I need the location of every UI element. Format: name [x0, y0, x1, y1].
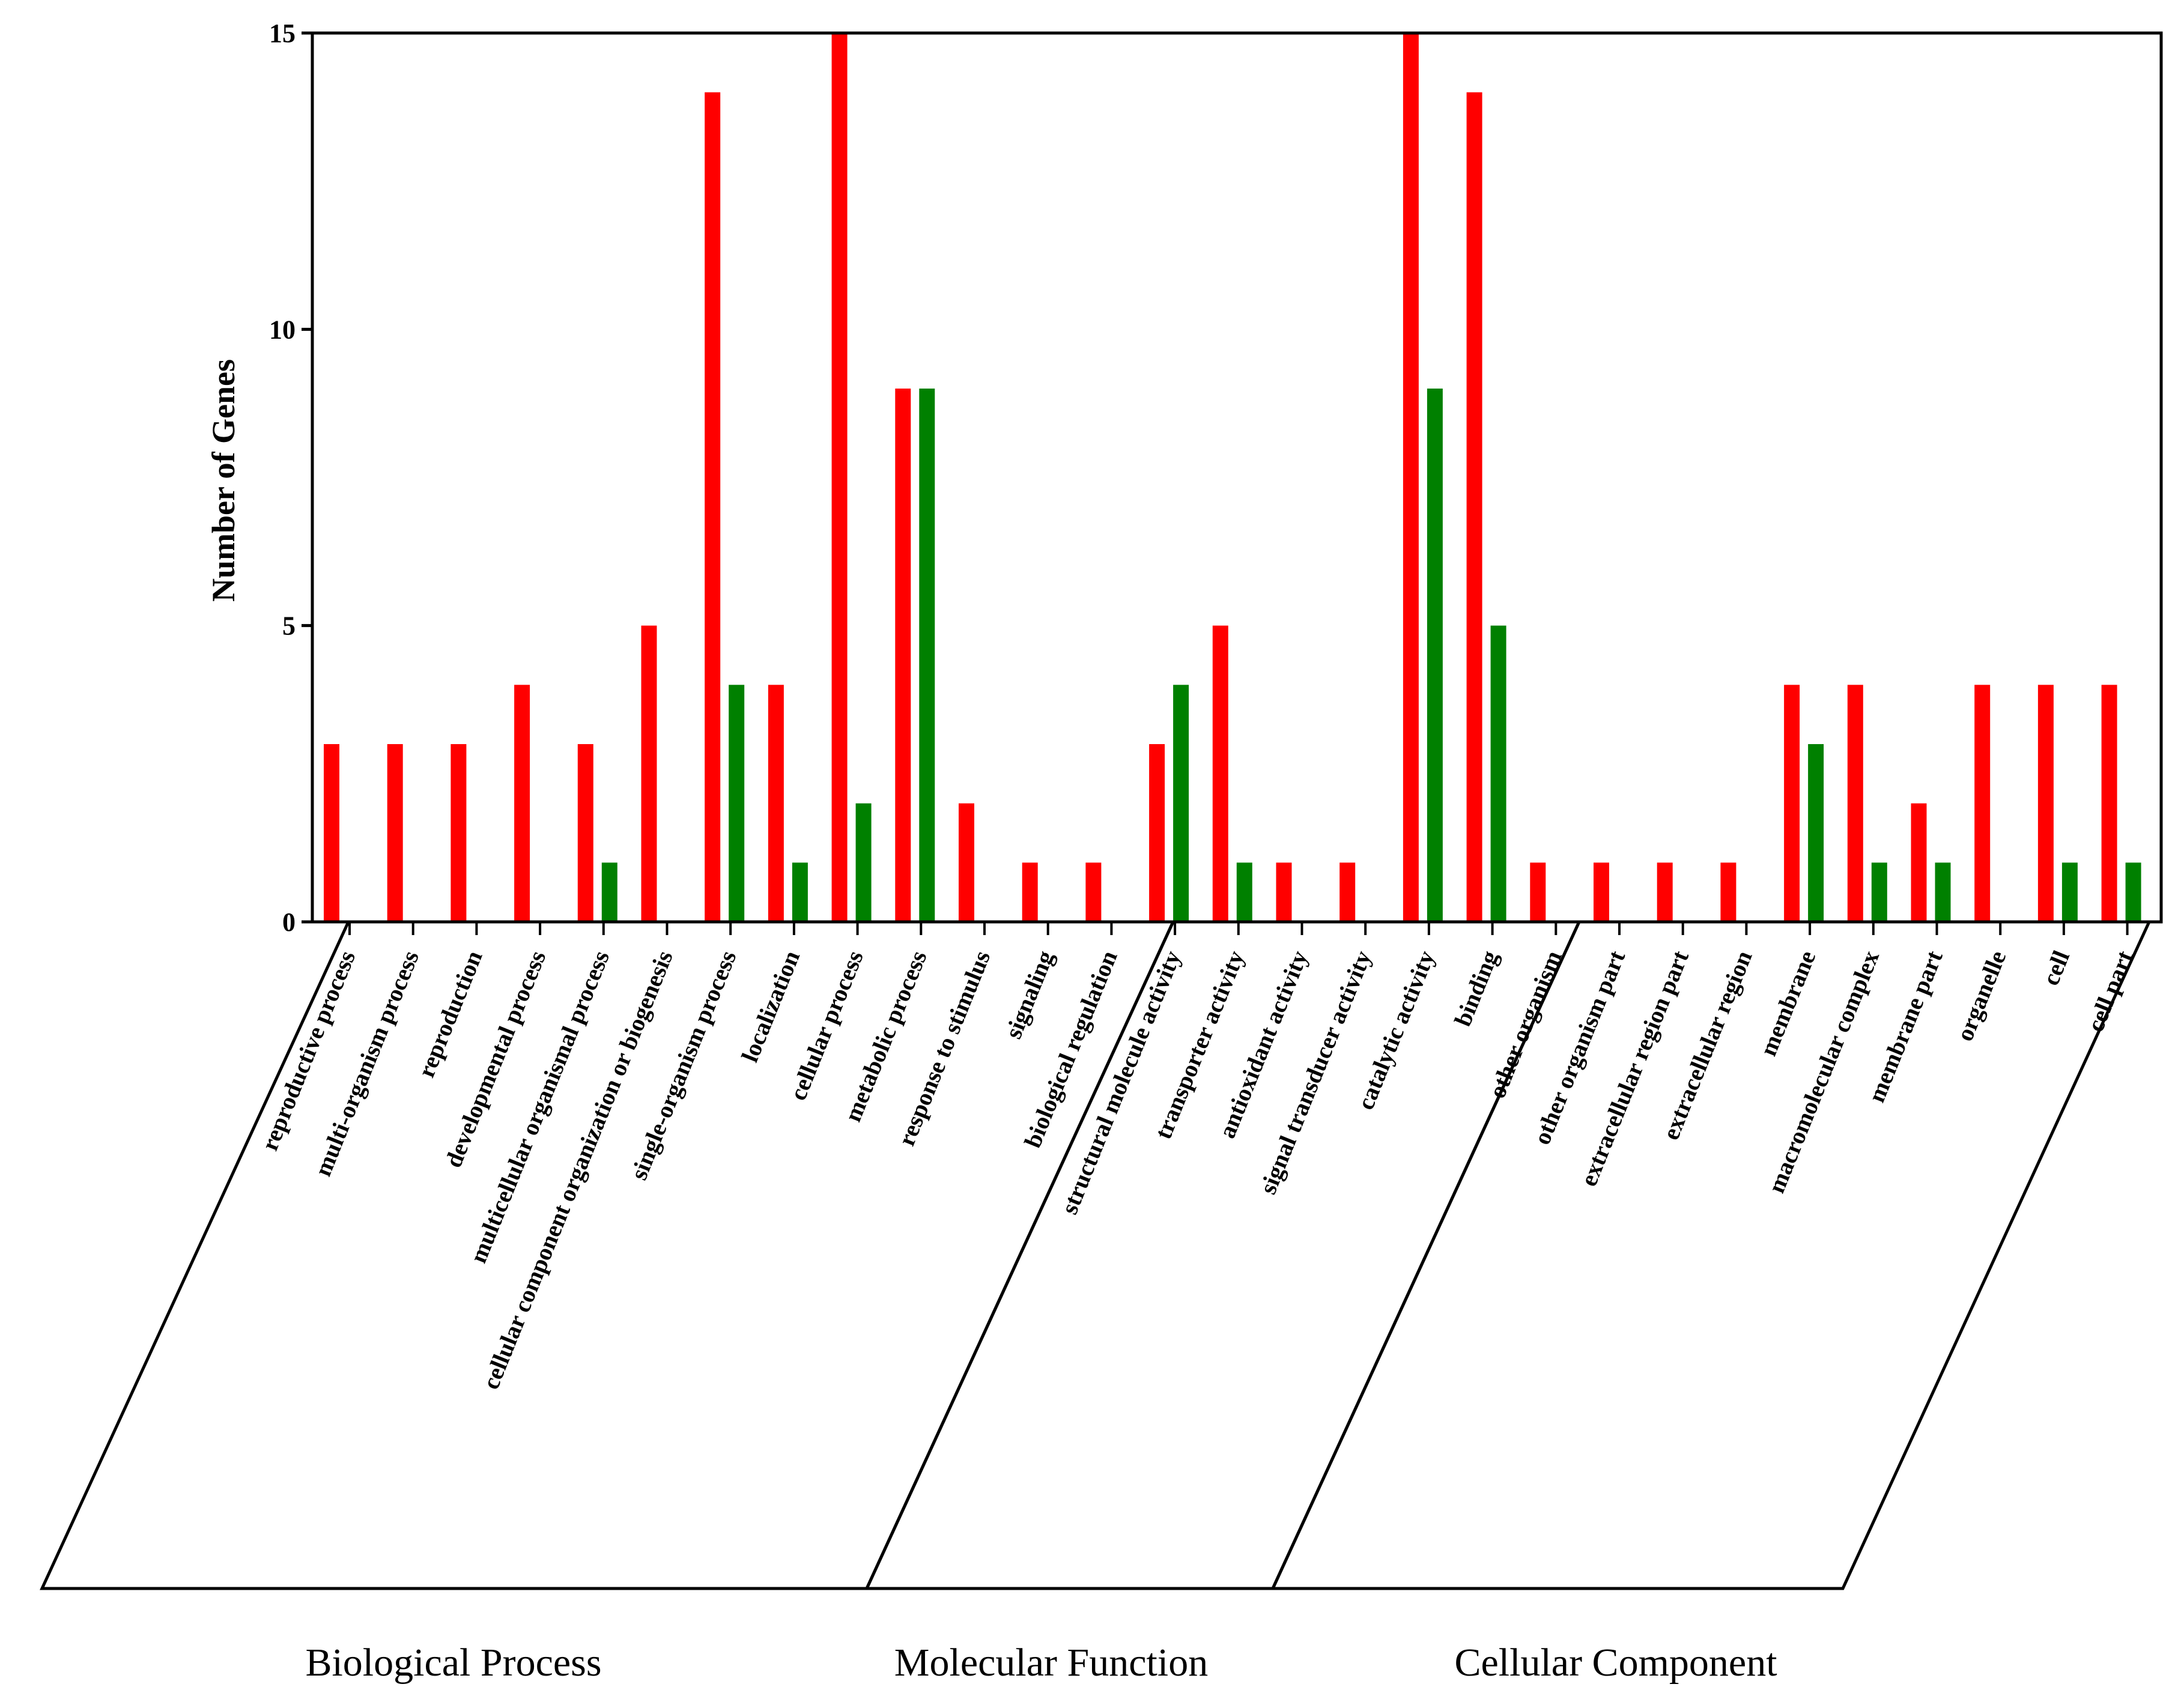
series-red-bar — [387, 744, 403, 922]
group-panel — [1270, 920, 2152, 1590]
series-red-bar — [2101, 685, 2117, 922]
series-red-bar — [641, 625, 657, 922]
series-red-bar — [1403, 33, 1419, 922]
series-red-bar — [1466, 92, 1482, 922]
series-red-bar — [1530, 862, 1546, 922]
series-green-bar — [855, 803, 872, 922]
series-red-bar — [1720, 862, 1737, 922]
series-red-bar — [324, 744, 339, 922]
x-axis — [348, 922, 2129, 935]
series-red-bar — [831, 33, 848, 922]
series-red-bar — [1657, 862, 1673, 922]
series-green-bar — [1808, 744, 1824, 922]
category-label: signaling — [999, 947, 1059, 1043]
series-red-bar — [1339, 862, 1356, 922]
series-green-bar — [1490, 625, 1506, 922]
y-tick-label: 15 — [269, 19, 296, 48]
series-green-bar — [1236, 862, 1252, 922]
category-label: cell part — [2081, 946, 2138, 1035]
group-label: Molecular Function — [894, 1641, 1208, 1685]
series-red-bar — [768, 685, 784, 922]
series-green-bar — [1173, 685, 1189, 922]
series-red-bar — [1085, 862, 1102, 922]
series-red-bar — [450, 744, 467, 922]
series-red-bar — [1594, 862, 1609, 922]
series-green-bar — [919, 389, 935, 922]
y-axis-title: Number of Genes — [205, 359, 241, 602]
series-green-bar — [792, 862, 808, 922]
series-red-bar — [1784, 685, 1800, 922]
category-label: cell — [2037, 947, 2075, 989]
bars-layer — [324, 33, 2141, 922]
category-label: localization — [736, 947, 805, 1066]
series-green-bar — [2061, 862, 2078, 922]
series-red-bar — [514, 685, 530, 922]
series-green-bar — [1871, 862, 1887, 922]
series-red-bar — [2037, 685, 2054, 922]
category-label: organelle — [1951, 947, 2012, 1045]
series-red-bar — [577, 744, 593, 922]
series-red-bar — [1847, 685, 1863, 922]
category-label: membrane — [1755, 947, 1821, 1060]
series-red-bar — [1022, 862, 1038, 922]
series-red-bar — [959, 803, 974, 922]
series-green-bar — [601, 862, 617, 922]
group-label: Cellular Component — [1454, 1641, 1777, 1685]
series-red-bar — [1276, 862, 1292, 922]
series-green-bar — [1935, 862, 1951, 922]
category-label: binding — [1449, 947, 1503, 1031]
group-label: Biological Process — [305, 1641, 601, 1685]
series-red-bar — [1974, 685, 1991, 922]
series-red-bar — [1911, 803, 1927, 922]
series-green-bar — [2125, 862, 2141, 922]
category-label: structural molecule activity — [1055, 947, 1186, 1218]
series-green-bar — [729, 685, 745, 922]
y-tick-label: 10 — [269, 315, 296, 344]
series-green-bar — [1427, 389, 1443, 922]
group-panels: Biological Process Molecular Function Cell… — [40, 920, 2152, 1685]
series-red-bar — [1149, 744, 1165, 922]
y-tick-label: 0 — [282, 907, 296, 937]
series-red-bar — [895, 389, 911, 922]
series-red-bar — [1212, 625, 1228, 922]
y-axis: 0 5 10 15 — [269, 19, 312, 937]
series-red-bar — [705, 92, 721, 922]
y-tick-label: 5 — [282, 611, 296, 641]
category-label: reproduction — [412, 947, 487, 1082]
